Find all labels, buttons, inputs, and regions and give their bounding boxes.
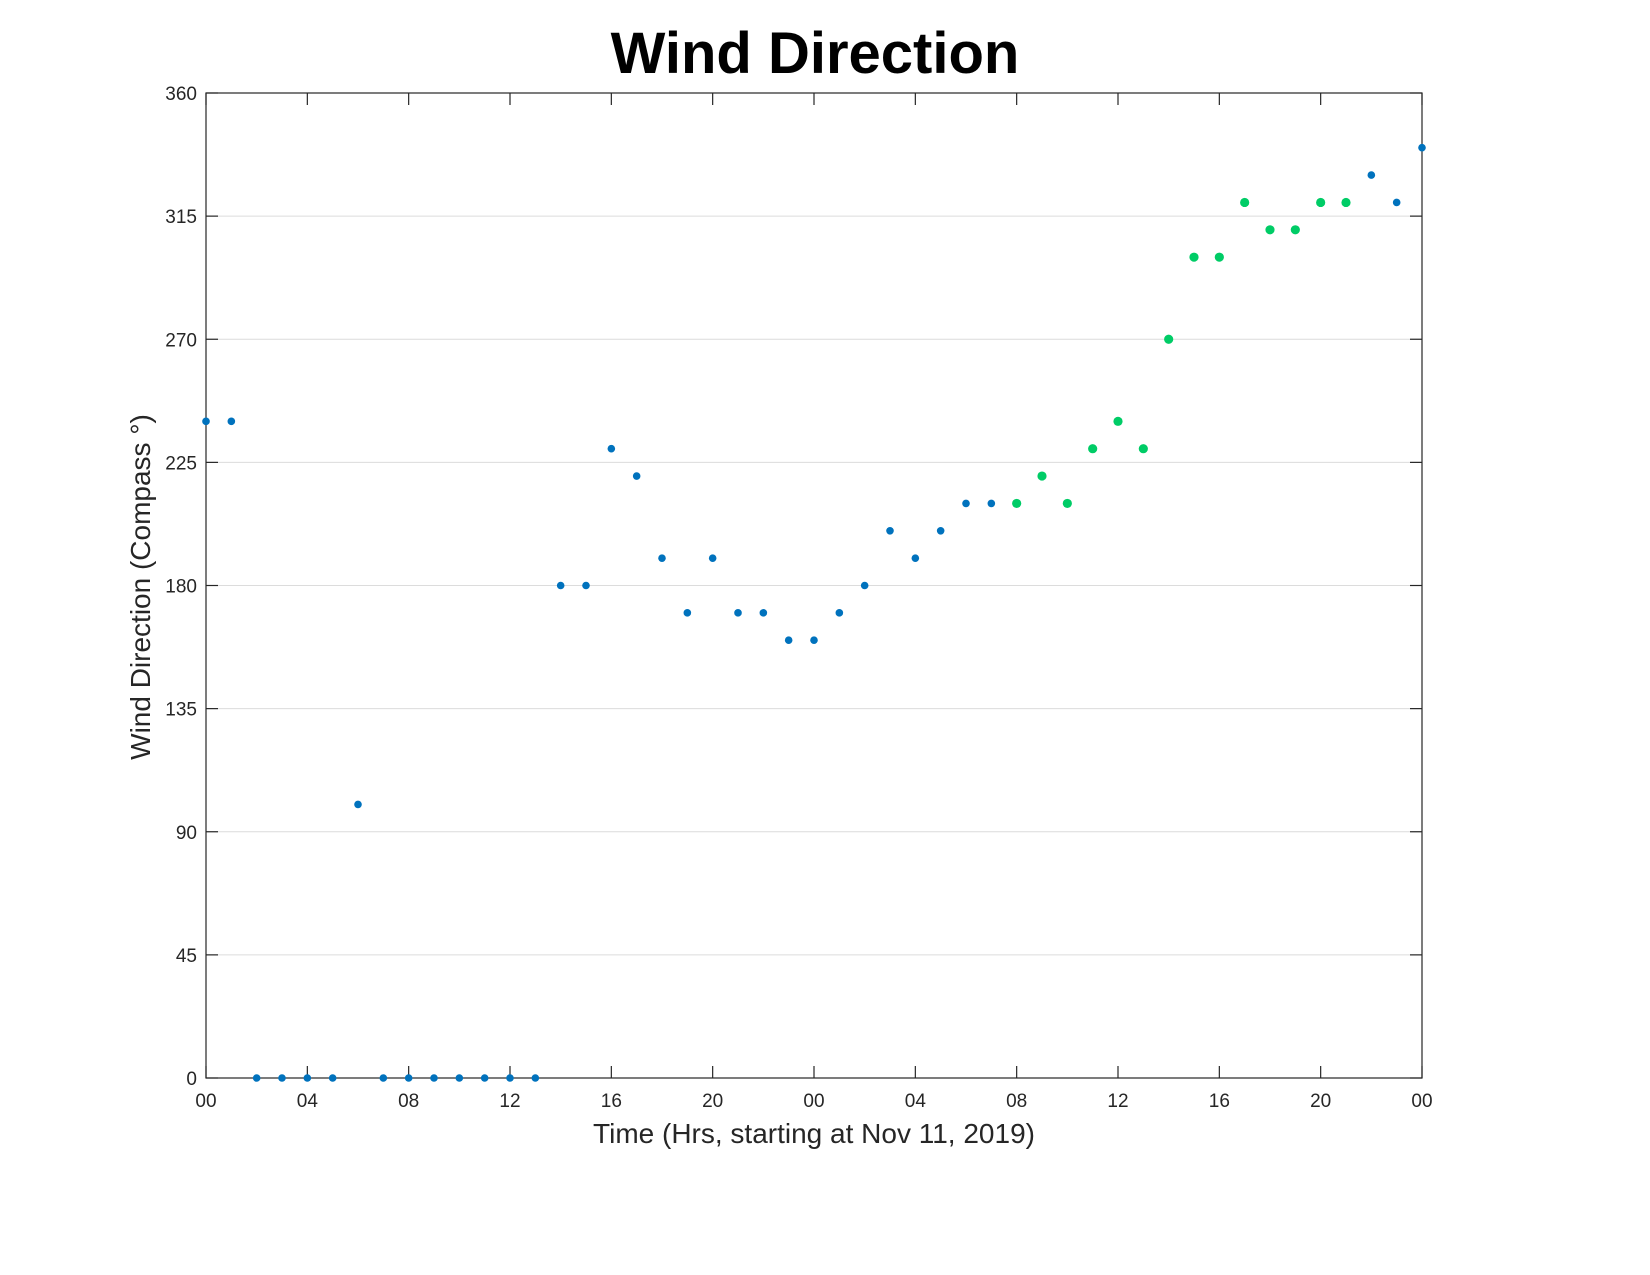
data-point bbox=[683, 609, 692, 617]
data-point bbox=[582, 581, 590, 590]
data-point bbox=[1062, 498, 1072, 509]
data-point bbox=[354, 800, 362, 809]
y-tick-label: 135 bbox=[165, 700, 197, 721]
data-point bbox=[1113, 416, 1123, 426]
data-point bbox=[227, 417, 236, 426]
data-points bbox=[202, 143, 1426, 1082]
data-point bbox=[1265, 225, 1275, 235]
x-tick-label: 12 bbox=[499, 1091, 520, 1112]
data-point bbox=[1012, 498, 1022, 509]
x-tick-label: 12 bbox=[1107, 1091, 1128, 1112]
data-point bbox=[1418, 143, 1426, 152]
x-tick-label: 00 bbox=[803, 1091, 824, 1112]
data-point bbox=[1392, 198, 1401, 207]
data-point bbox=[202, 417, 210, 426]
data-point bbox=[860, 581, 869, 590]
x-tick-label: 16 bbox=[1209, 1091, 1230, 1112]
data-point bbox=[1037, 471, 1047, 481]
x-axis-label: Time (Hrs, starting at Nov 11, 2019) bbox=[593, 1118, 1035, 1149]
x-tick-label: 20 bbox=[702, 1091, 723, 1112]
data-point bbox=[455, 1074, 464, 1082]
data-point bbox=[936, 526, 945, 535]
y-tick-label: 360 bbox=[165, 84, 197, 105]
y-tick-label: 225 bbox=[165, 453, 197, 474]
data-point bbox=[430, 1074, 438, 1082]
data-point bbox=[607, 444, 616, 453]
data-point bbox=[1189, 252, 1199, 262]
x-tick-label: 00 bbox=[1411, 1091, 1432, 1112]
data-point bbox=[480, 1074, 489, 1082]
x-tick-label: 20 bbox=[1310, 1091, 1331, 1112]
data-point bbox=[886, 526, 894, 535]
data-point bbox=[708, 554, 717, 562]
data-point bbox=[1138, 444, 1148, 454]
data-point bbox=[1240, 197, 1250, 208]
chart-title: Wind Direction bbox=[611, 21, 1020, 86]
x-tick-label: 08 bbox=[1006, 1091, 1027, 1112]
data-point bbox=[1367, 171, 1376, 179]
y-tick-label: 90 bbox=[176, 823, 197, 844]
data-point bbox=[1214, 252, 1224, 262]
y-tick-label: 270 bbox=[165, 330, 197, 351]
data-point bbox=[632, 472, 641, 480]
x-tick-label: 04 bbox=[905, 1091, 927, 1112]
y-tick-label: 315 bbox=[165, 207, 197, 228]
data-point bbox=[303, 1074, 312, 1082]
data-point bbox=[911, 554, 920, 562]
data-point bbox=[962, 499, 970, 508]
data-point bbox=[506, 1074, 514, 1082]
data-point bbox=[252, 1074, 261, 1082]
y-tick-label: 0 bbox=[186, 1069, 197, 1090]
axis-ticks: 0 45 90 135 180 225 270 315 360 00 04 08 12 16 20 00 04 0… bbox=[165, 84, 1432, 1112]
data-point bbox=[1341, 197, 1351, 208]
data-point bbox=[658, 554, 666, 562]
data-point bbox=[1316, 197, 1326, 208]
y-tick-label: 45 bbox=[176, 946, 197, 967]
data-point bbox=[278, 1074, 286, 1082]
y-tick-label: 180 bbox=[165, 577, 197, 598]
y-axis-label: Wind Direction (Compass °) bbox=[125, 414, 156, 760]
data-point bbox=[784, 636, 793, 645]
x-tick-label: 04 bbox=[297, 1091, 319, 1112]
data-point bbox=[810, 636, 818, 645]
data-point bbox=[759, 609, 768, 617]
x-tick-label: 00 bbox=[195, 1091, 216, 1112]
data-point bbox=[328, 1074, 337, 1082]
data-point bbox=[379, 1074, 388, 1082]
grid bbox=[206, 215, 1422, 956]
x-tick-label: 08 bbox=[398, 1091, 419, 1112]
x-tick-label: 16 bbox=[601, 1091, 622, 1112]
data-point bbox=[404, 1074, 413, 1082]
data-point bbox=[734, 609, 742, 617]
data-point bbox=[987, 499, 996, 508]
data-point bbox=[835, 609, 844, 617]
data-point bbox=[556, 581, 565, 590]
data-point bbox=[1164, 334, 1174, 344]
data-point bbox=[1290, 225, 1300, 235]
data-point bbox=[531, 1074, 540, 1082]
data-point bbox=[1088, 444, 1098, 454]
